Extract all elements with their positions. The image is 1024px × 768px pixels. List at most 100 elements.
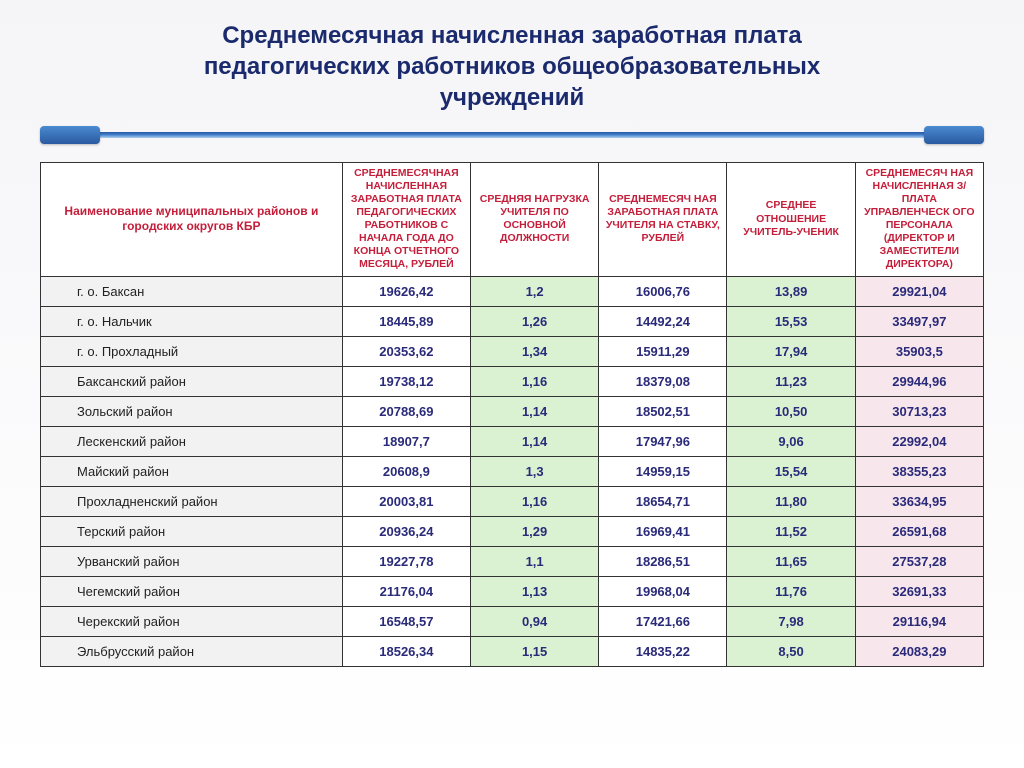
cell-rate-salary: 19968,04 <box>599 576 727 606</box>
cell-mgmt-salary: 22992,04 <box>855 426 983 456</box>
title-line-3: учреждений <box>440 84 585 111</box>
cell-avg-load: 1,29 <box>471 516 599 546</box>
cell-avg-salary: 20788,69 <box>342 396 470 426</box>
table-row: Майский район20608,91,314959,1515,543835… <box>41 456 984 486</box>
cell-name: г. о. Нальчик <box>41 306 343 336</box>
cell-rate-salary: 18379,08 <box>599 366 727 396</box>
cell-name: Эльбрусский район <box>41 636 343 666</box>
cell-name: Чегемский район <box>41 576 343 606</box>
cell-mgmt-salary: 32691,33 <box>855 576 983 606</box>
table-row: Баксанский район19738,121,1618379,0811,2… <box>41 366 984 396</box>
cell-ratio: 13,89 <box>727 276 855 306</box>
cell-ratio: 8,50 <box>727 636 855 666</box>
table-row: г. о. Нальчик18445,891,2614492,2415,5333… <box>41 306 984 336</box>
cell-rate-salary: 14835,22 <box>599 636 727 666</box>
table-row: Лескенский район18907,71,1417947,969,062… <box>41 426 984 456</box>
cell-name: Черекский район <box>41 606 343 636</box>
cell-avg-load: 1,16 <box>471 486 599 516</box>
table-row: г. о. Баксан19626,421,216006,7613,892992… <box>41 276 984 306</box>
cell-name: Лескенский район <box>41 426 343 456</box>
cell-avg-salary: 19738,12 <box>342 366 470 396</box>
cell-ratio: 15,53 <box>727 306 855 336</box>
cell-mgmt-salary: 29921,04 <box>855 276 983 306</box>
table-row: Зольский район20788,691,1418502,5110,503… <box>41 396 984 426</box>
cell-avg-load: 1,14 <box>471 396 599 426</box>
cell-mgmt-salary: 30713,23 <box>855 396 983 426</box>
table-header-row: Наименование муниципальных районов и гор… <box>41 162 984 276</box>
cell-name: Терский район <box>41 516 343 546</box>
slide: Среднемесячная начисленная заработная пл… <box>0 0 1024 768</box>
slide-title: Среднемесячная начисленная заработная пл… <box>40 20 984 114</box>
cell-mgmt-salary: 33634,95 <box>855 486 983 516</box>
cell-ratio: 11,80 <box>727 486 855 516</box>
table-row: Чегемский район21176,041,1319968,0411,76… <box>41 576 984 606</box>
cell-avg-load: 1,34 <box>471 336 599 366</box>
cell-avg-load: 1,15 <box>471 636 599 666</box>
cell-avg-salary: 19626,42 <box>342 276 470 306</box>
cell-rate-salary: 14492,24 <box>599 306 727 336</box>
divider-cap-right <box>924 126 984 144</box>
table-row: Терский район20936,241,2916969,4111,5226… <box>41 516 984 546</box>
cell-avg-load: 1,3 <box>471 456 599 486</box>
cell-avg-load: 1,14 <box>471 426 599 456</box>
cell-rate-salary: 18654,71 <box>599 486 727 516</box>
table-row: Эльбрусский район18526,341,1514835,228,5… <box>41 636 984 666</box>
cell-name: Зольский район <box>41 396 343 426</box>
cell-name: Урванский район <box>41 546 343 576</box>
cell-rate-salary: 17947,96 <box>599 426 727 456</box>
cell-mgmt-salary: 38355,23 <box>855 456 983 486</box>
cell-avg-load: 1,2 <box>471 276 599 306</box>
cell-ratio: 17,94 <box>727 336 855 366</box>
cell-ratio: 11,76 <box>727 576 855 606</box>
cell-mgmt-salary: 35903,5 <box>855 336 983 366</box>
cell-avg-salary: 20353,62 <box>342 336 470 366</box>
cell-avg-salary: 18526,34 <box>342 636 470 666</box>
cell-mgmt-salary: 29944,96 <box>855 366 983 396</box>
header-avg-load: Средняя нагрузка учителя по основной дол… <box>471 162 599 276</box>
cell-avg-salary: 20936,24 <box>342 516 470 546</box>
cell-rate-salary: 17421,66 <box>599 606 727 636</box>
cell-avg-load: 1,16 <box>471 366 599 396</box>
cell-avg-salary: 21176,04 <box>342 576 470 606</box>
title-line-2: педагогических работников общеобразовате… <box>204 53 820 80</box>
cell-mgmt-salary: 24083,29 <box>855 636 983 666</box>
cell-avg-salary: 19227,78 <box>342 546 470 576</box>
cell-name: г. о. Баксан <box>41 276 343 306</box>
cell-name: г. о. Прохладный <box>41 336 343 366</box>
divider-cap-left <box>40 126 100 144</box>
cell-ratio: 11,65 <box>727 546 855 576</box>
cell-ratio: 11,23 <box>727 366 855 396</box>
salary-table: Наименование муниципальных районов и гор… <box>40 162 984 667</box>
table-row: Прохладненский район20003,811,1618654,71… <box>41 486 984 516</box>
cell-avg-salary: 20608,9 <box>342 456 470 486</box>
table-row: Черекский район16548,570,9417421,667,982… <box>41 606 984 636</box>
cell-ratio: 11,52 <box>727 516 855 546</box>
cell-name: Прохладненский район <box>41 486 343 516</box>
table-row: г. о. Прохладный20353,621,3415911,2917,9… <box>41 336 984 366</box>
cell-ratio: 9,06 <box>727 426 855 456</box>
header-mgmt-salary: Среднемесяч ная начисленная з/плата упра… <box>855 162 983 276</box>
cell-avg-load: 1,1 <box>471 546 599 576</box>
table-body: г. о. Баксан19626,421,216006,7613,892992… <box>41 276 984 666</box>
cell-name: Баксанский район <box>41 366 343 396</box>
table-row: Урванский район19227,781,118286,5111,652… <box>41 546 984 576</box>
title-line-1: Среднемесячная начисленная заработная пл… <box>222 22 802 49</box>
cell-rate-salary: 15911,29 <box>599 336 727 366</box>
cell-avg-load: 0,94 <box>471 606 599 636</box>
cell-ratio: 15,54 <box>727 456 855 486</box>
cell-rate-salary: 16006,76 <box>599 276 727 306</box>
cell-mgmt-salary: 26591,68 <box>855 516 983 546</box>
cell-mgmt-salary: 33497,97 <box>855 306 983 336</box>
header-ratio: Среднее отношение учитель-ученик <box>727 162 855 276</box>
header-rate-salary: Среднемесяч ная заработная плата учителя… <box>599 162 727 276</box>
cell-name: Майский район <box>41 456 343 486</box>
cell-avg-load: 1,26 <box>471 306 599 336</box>
cell-ratio: 7,98 <box>727 606 855 636</box>
cell-rate-salary: 14959,15 <box>599 456 727 486</box>
cell-avg-salary: 18907,7 <box>342 426 470 456</box>
cell-avg-salary: 16548,57 <box>342 606 470 636</box>
cell-avg-salary: 18445,89 <box>342 306 470 336</box>
cell-avg-salary: 20003,81 <box>342 486 470 516</box>
cell-rate-salary: 16969,41 <box>599 516 727 546</box>
header-name: Наименование муниципальных районов и гор… <box>41 162 343 276</box>
